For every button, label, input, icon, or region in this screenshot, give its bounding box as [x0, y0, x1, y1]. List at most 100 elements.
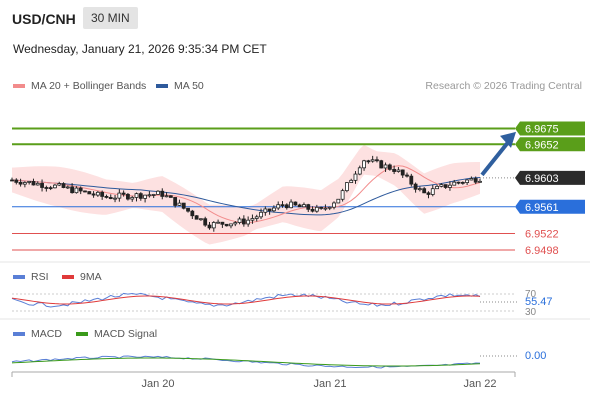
candle-body — [138, 193, 143, 199]
candle-body — [293, 201, 298, 206]
macd-signal-line — [11, 357, 481, 367]
candle-body — [400, 169, 405, 176]
candle-body — [409, 175, 414, 185]
level-label-1: 6.9652 — [525, 139, 559, 151]
candle-body — [284, 204, 289, 209]
level-label-4: 6.9522 — [525, 229, 559, 241]
candle-body — [340, 190, 345, 200]
candle-body — [387, 164, 392, 170]
candle-body — [117, 192, 122, 199]
candle-body — [130, 197, 135, 200]
candle-body — [241, 218, 246, 225]
candle-body — [405, 174, 409, 177]
timeframe-badge[interactable]: 30 MIN — [83, 7, 138, 29]
candle-body — [35, 182, 40, 186]
candle-body — [194, 215, 199, 220]
candle-body — [121, 192, 126, 195]
candle-body — [370, 159, 375, 162]
candle-body — [48, 187, 53, 190]
candle-body — [443, 184, 448, 188]
candle-body — [65, 186, 70, 189]
level-label-0-tag: 6.9675 — [515, 121, 585, 136]
level-label-5: 6.9498 — [525, 245, 559, 257]
candle-body — [134, 193, 139, 198]
candle-body — [349, 179, 354, 184]
candle-body — [22, 182, 27, 185]
candle-body — [53, 184, 57, 189]
legend-ma20: MA 20 + Bollinger Bands — [13, 80, 146, 92]
candle-body — [456, 181, 461, 184]
candle-body — [83, 190, 87, 193]
macd-last-value: 0.00 — [525, 350, 546, 362]
symbol-title: USD/CNH — [12, 11, 76, 27]
legend-rsi-ma: 9MA — [62, 271, 102, 283]
level-tag-bg — [515, 199, 585, 214]
candle-body — [426, 192, 431, 195]
forecast-arrow-head — [500, 131, 516, 148]
candle-body — [164, 195, 169, 198]
candle-body — [310, 208, 315, 212]
legend-macd: MACD — [13, 328, 62, 340]
forecast-arrow-shaft — [480, 138, 512, 177]
candle-body — [126, 193, 130, 200]
rsi-ma-swatch — [62, 275, 74, 279]
candle-body — [250, 218, 255, 221]
candle-body — [177, 202, 182, 206]
candle-body — [336, 198, 341, 204]
level-label-2: 6.9603 — [525, 173, 559, 185]
candle-body — [104, 196, 109, 198]
candle-body — [276, 204, 281, 209]
ma50-swatch — [156, 84, 168, 88]
candle-body — [27, 181, 32, 183]
candle-body — [332, 202, 336, 208]
legend-ma50-label: MA 50 — [174, 80, 204, 92]
report-datetime: Wednesday, January 21, 2026 9:35:34 PM C… — [13, 42, 267, 56]
candle-body — [289, 201, 293, 209]
candle-body — [357, 167, 362, 175]
candle-body — [147, 194, 152, 197]
ma20-line — [11, 165, 481, 224]
candle-body — [306, 204, 311, 210]
candle-body — [379, 160, 384, 169]
candle-body — [280, 204, 285, 207]
level-tag-bg — [515, 137, 585, 152]
candle-body — [422, 188, 427, 194]
candle-body — [31, 181, 36, 186]
candle-body — [272, 207, 276, 212]
candle-body — [259, 211, 263, 218]
candle-body — [327, 206, 332, 209]
candle-body — [70, 186, 75, 194]
macd-swatch — [13, 332, 25, 336]
candle-body — [229, 223, 233, 227]
candle-body — [237, 218, 242, 223]
candle-body — [199, 218, 203, 221]
research-credit: Research © 2026 Trading Central — [425, 80, 582, 92]
macd-signal-swatch — [76, 332, 88, 336]
legend-rsi: RSI — [13, 271, 49, 283]
candle-body — [18, 181, 23, 185]
legend-macd-signal-label: MACD Signal — [94, 328, 158, 340]
candle-body — [160, 190, 165, 197]
candle-body — [435, 185, 439, 190]
candle-body — [57, 183, 62, 186]
candle-body — [323, 207, 328, 210]
candle-body — [473, 178, 478, 183]
candle-body — [151, 194, 156, 196]
legend-ma50: MA 50 — [156, 80, 204, 92]
candle-body — [314, 206, 319, 212]
candle-body — [254, 216, 259, 219]
legend-ma20-label: MA 20 + Bollinger Bands — [31, 80, 147, 92]
candle-body — [246, 219, 251, 225]
candle-body — [383, 164, 388, 169]
candle-body — [448, 184, 452, 188]
candle-body — [190, 210, 195, 217]
candle-body — [143, 194, 148, 199]
candle-body — [10, 179, 14, 182]
candle-body — [173, 197, 178, 206]
ma20-swatch — [13, 84, 25, 88]
candle-body — [233, 222, 238, 225]
level-label-3-tag: 6.9561 — [515, 199, 585, 214]
candle-body — [61, 183, 66, 188]
candle-body — [396, 169, 401, 172]
